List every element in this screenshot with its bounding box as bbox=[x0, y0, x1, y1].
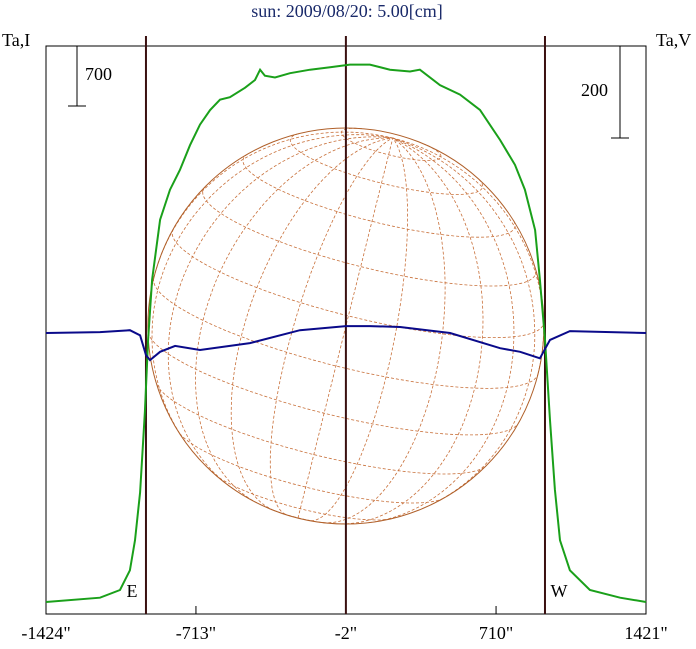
left-axis-label: Ta,I bbox=[2, 30, 30, 50]
grid-curve bbox=[242, 153, 516, 238]
x-tick-label: -713" bbox=[176, 623, 216, 643]
grid-curve bbox=[323, 137, 446, 524]
grid-curve bbox=[215, 474, 392, 521]
grid-curve bbox=[340, 127, 442, 162]
grid-curve bbox=[202, 186, 537, 287]
grid-curve bbox=[147, 332, 518, 436]
series-line bbox=[45, 63, 647, 603]
grid-curve bbox=[151, 134, 393, 442]
grid-curve bbox=[179, 433, 443, 504]
grid-curve bbox=[153, 278, 539, 389]
grid-curve bbox=[289, 133, 484, 195]
grid-curve bbox=[297, 137, 394, 519]
x-tick-label: 1421" bbox=[624, 623, 667, 643]
series-line bbox=[45, 325, 647, 362]
disk-grid bbox=[147, 127, 545, 525]
scale-label: 700 bbox=[85, 64, 112, 84]
limb-label: E bbox=[126, 581, 137, 601]
limb-label: W bbox=[550, 581, 567, 601]
grid-curve bbox=[269, 137, 393, 515]
scale-label: 200 bbox=[581, 80, 608, 100]
grid-curve bbox=[171, 228, 545, 339]
grid-curve bbox=[195, 137, 393, 504]
x-tick-label: -1424" bbox=[21, 623, 70, 643]
grid-curve bbox=[230, 137, 393, 511]
x-tick-label: -2" bbox=[335, 623, 357, 643]
right-axis-label: Ta,V bbox=[656, 30, 691, 50]
x-tick-label: 710" bbox=[479, 623, 513, 643]
grid-curve bbox=[392, 137, 536, 504]
grid-curve bbox=[368, 137, 515, 524]
grid-curve bbox=[167, 136, 393, 490]
grid-curve bbox=[310, 137, 409, 522]
chart-title: sun: 2009/08/20: 5.00[cm] bbox=[251, 1, 443, 21]
